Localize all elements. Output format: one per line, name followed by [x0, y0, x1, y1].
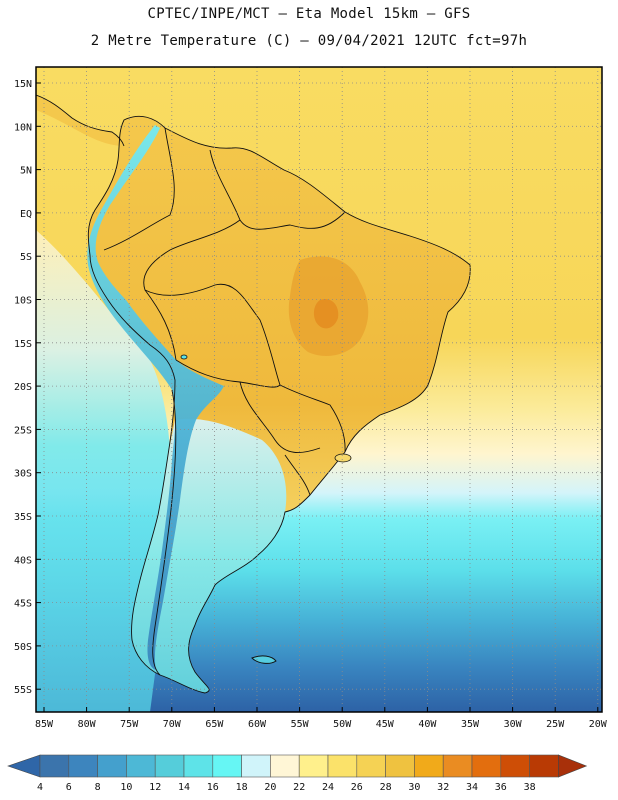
falkland-islands: [251, 655, 277, 664]
map-frame: [35, 66, 603, 713]
map-subtitle: 2 Metre Temperature (C) – 09/04/2021 12U…: [90, 33, 528, 49]
lon-label: 65W: [205, 719, 224, 730]
colorbar-tick-label: 14: [178, 782, 190, 793]
longitude-labels: 85W 80W 75W 70W 65W 60W 55W 50W 45W 40W 35W 30W 25W 2…: [35, 707, 608, 730]
colorbar-tick-label: 32: [437, 782, 449, 793]
colorbar-swatch: [529, 754, 559, 778]
colorbar-swatch: [212, 754, 242, 778]
colorbar-tick-label: 22: [293, 782, 305, 793]
central-america: [36, 95, 124, 146]
lon-label: 50W: [333, 719, 352, 730]
lon-label: 55W: [291, 719, 310, 730]
colorbar-swatch: [270, 754, 300, 778]
andes-ridge: [87, 125, 224, 670]
lon-label: 85W: [35, 719, 54, 730]
colorbar-swatch: [154, 754, 185, 778]
colorbar-swatch: [183, 754, 214, 778]
lat-label: 20S: [14, 382, 32, 393]
colorbar-min-arrow: [7, 754, 41, 778]
lon-label: 45W: [376, 719, 395, 730]
colorbar-swatch: [471, 754, 502, 778]
lat-label: 15N: [14, 79, 32, 90]
lon-label: 40W: [418, 719, 437, 730]
lat-label: EQ: [20, 209, 32, 220]
lat-label: 35S: [14, 512, 32, 523]
colorbar-swatch: [97, 754, 127, 778]
colorbar: 4 6 8 10 12 14 16 18 20 22 24 26 28 30 32 34 36 38: [7, 754, 588, 793]
colorbar-tick-label: 24: [322, 782, 334, 793]
lon-label: 20W: [589, 719, 608, 730]
colorbar-tick-label: 12: [149, 782, 161, 793]
lake-titicaca: [180, 354, 188, 360]
colorbar-tick-label: 16: [207, 782, 219, 793]
hottest-core: [313, 298, 339, 329]
lat-label: 10S: [14, 296, 32, 307]
colorbar-swatch: [356, 754, 386, 778]
lon-label: 60W: [248, 719, 267, 730]
lat-label: 40S: [14, 555, 32, 566]
colorbar-tick-label: 28: [380, 782, 392, 793]
colorbar-swatch: [126, 754, 156, 778]
colorbar-swatch: [68, 754, 98, 778]
country-borders: [36, 94, 471, 694]
colorbar-swatch: [241, 754, 271, 778]
lat-label: 5N: [20, 166, 32, 177]
lon-label: 75W: [120, 719, 139, 730]
colorbar-tick-label: 30: [408, 782, 420, 793]
colorbar-swatch: [500, 754, 530, 778]
lat-label: 5S: [20, 252, 32, 263]
colorbar-swatch: [327, 754, 358, 778]
colorbar-swatch: [385, 754, 415, 778]
lat-label: 50S: [14, 642, 32, 653]
lagoa-dos-patos: [334, 453, 352, 463]
colorbar-tick-label: 18: [236, 782, 248, 793]
lon-label: 70W: [163, 719, 182, 730]
lat-label: 55S: [14, 685, 32, 696]
map-title: CPTEC/INPE/MCT – Eta Model 15km – GFS: [147, 6, 471, 22]
colorbar-tick-label: 8: [95, 782, 101, 793]
lat-label: 15S: [14, 339, 32, 350]
lon-label: 25W: [546, 719, 565, 730]
lat-label: 45S: [14, 599, 32, 610]
colorbar-swatch: [442, 754, 473, 778]
colorbar-tick-label: 4: [37, 782, 43, 793]
lat-label: 10N: [14, 122, 32, 133]
colorbar-swatch: [298, 754, 329, 778]
colorbar-swatch: [39, 754, 70, 778]
colorbar-swatch: [414, 754, 444, 778]
colorbar-tick-label: 38: [524, 782, 536, 793]
colorbar-tick-label: 34: [466, 782, 478, 793]
lon-label: 80W: [78, 719, 97, 730]
colorbar-tick-label: 26: [351, 782, 363, 793]
colorbar-tick-label: 20: [264, 782, 276, 793]
colorbar-tick-label: 36: [495, 782, 507, 793]
lat-label: 30S: [14, 469, 32, 480]
lat-label: 25S: [14, 425, 32, 436]
lon-label: 35W: [461, 719, 480, 730]
colorbar-max-arrow: [558, 754, 588, 778]
colorbar-tick-label: 6: [66, 782, 72, 793]
colorbar-tick-label: 10: [120, 782, 132, 793]
lon-label: 30W: [504, 719, 523, 730]
latitude-labels: 15N 10N 5N EQ 5S 10S 15S 20S 25S 30S 35S 40S 45S 50S 5…: [14, 79, 41, 696]
